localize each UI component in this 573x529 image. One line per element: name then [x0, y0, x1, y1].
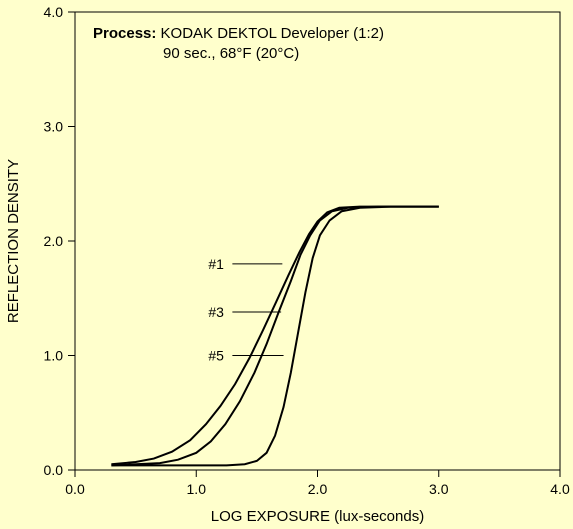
process-line1: Process: KODAK DEKTOL Developer (1:2) [93, 25, 384, 42]
chart-container: { "chart": { "type": "line", "background… [0, 0, 573, 529]
x-axis-title: LOG EXPOSURE (lux-seconds) [211, 508, 424, 525]
x-tick-label: 4.0 [550, 481, 570, 497]
x-tick-label: 2.0 [308, 481, 328, 497]
y-tick-label: 0.0 [44, 462, 64, 478]
process-line1-text: KODAK DEKTOL Developer (1:2) [156, 25, 384, 42]
x-tick-label: 0.0 [65, 481, 85, 497]
y-tick-label: 1.0 [44, 348, 64, 364]
line-chart: 0.0 1.0 2.0 3.0 4.0 0.0 1.0 2.0 3.0 4.0 LOG EXPOSU… [0, 0, 573, 529]
y-tick-label: 2.0 [44, 233, 64, 249]
process-label-bold: Process: [93, 25, 156, 42]
chart-bg [0, 0, 573, 529]
process-line2: 90 sec., 68°F (20°C) [163, 45, 299, 62]
series-label: #5 [208, 348, 224, 364]
y-tick-label: 4.0 [44, 4, 64, 20]
y-tick-label: 3.0 [44, 119, 64, 135]
series-label: #3 [208, 304, 224, 320]
series-label: #1 [208, 256, 224, 272]
y-axis-title: REFLECTION DENSITY [5, 159, 22, 323]
x-tick-label: 1.0 [187, 481, 207, 497]
x-tick-label: 3.0 [429, 481, 449, 497]
